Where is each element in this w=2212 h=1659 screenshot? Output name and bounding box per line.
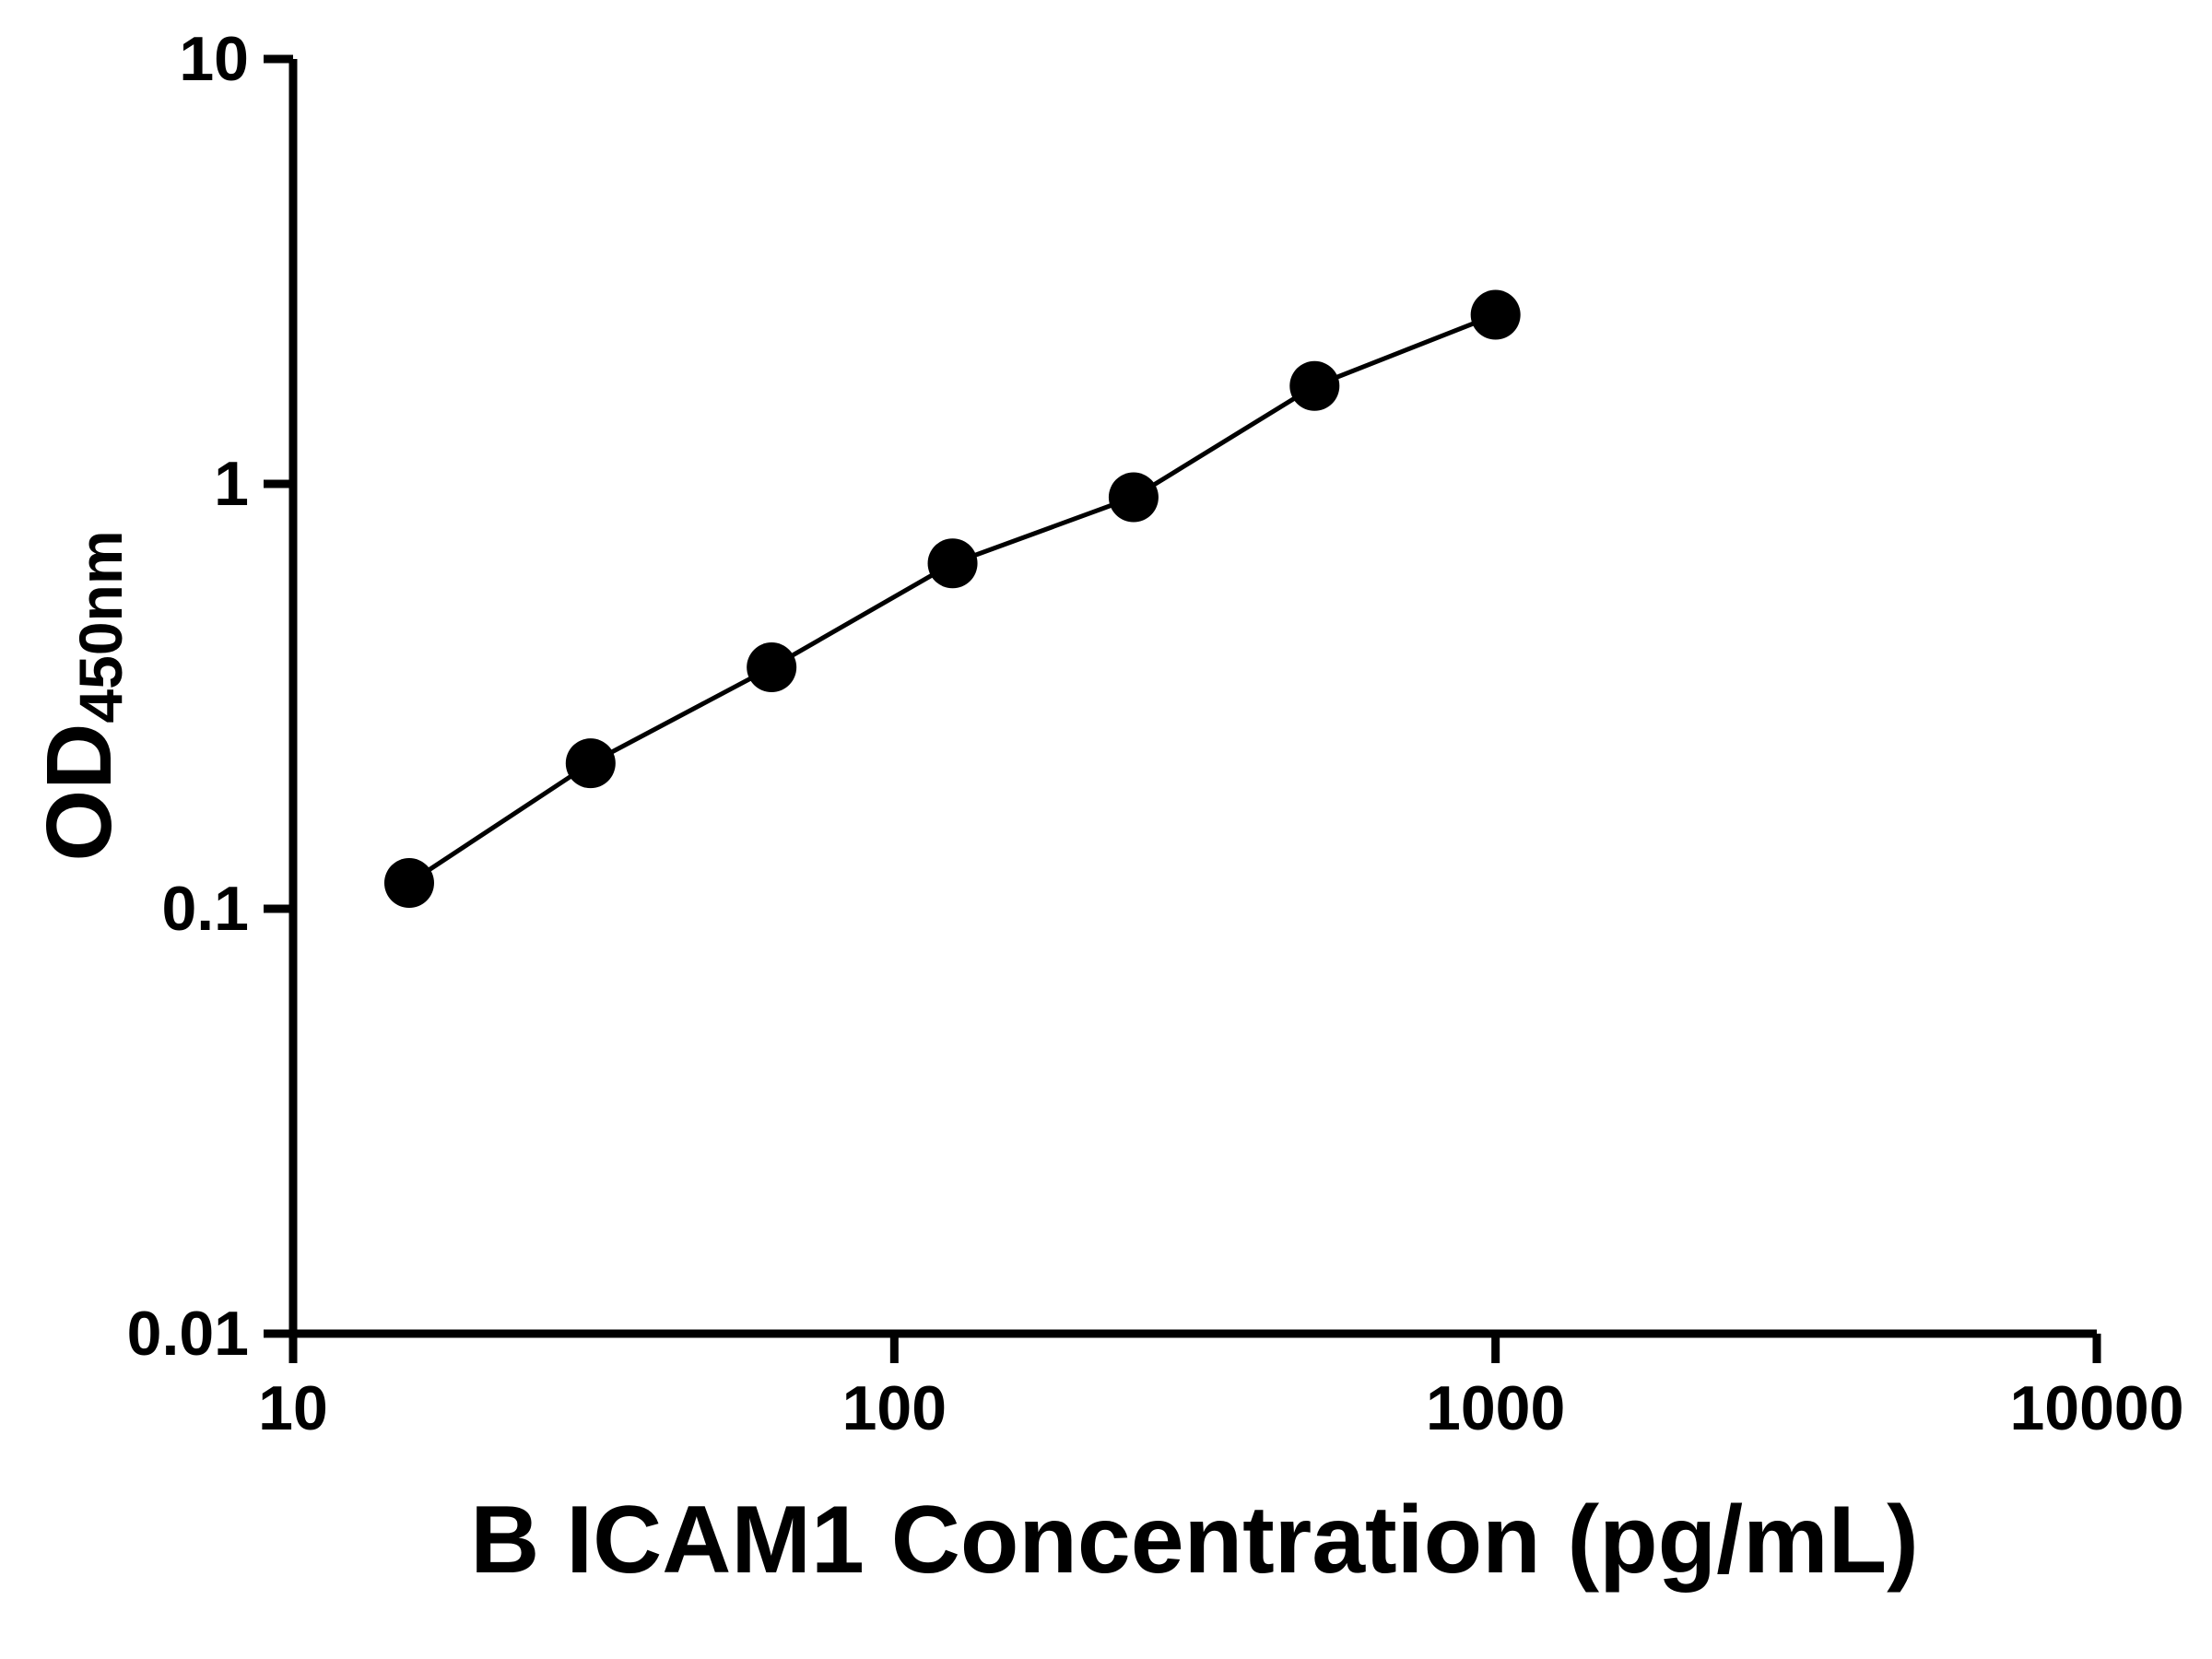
data-point-marker <box>747 642 797 693</box>
data-point-marker <box>1108 472 1159 523</box>
x-tick-label: 1000 <box>1426 1373 1565 1443</box>
y-axis-label-subscript: 450nm <box>66 530 135 724</box>
data-point-marker <box>1289 360 1340 411</box>
x-axis-label: B ICAM1 Concentration (pg/mL) <box>470 1487 1919 1594</box>
y-tick-label: 10 <box>179 24 249 94</box>
data-point-marker <box>565 738 616 789</box>
data-point-marker <box>927 538 978 589</box>
y-tick-label: 0.1 <box>161 874 249 944</box>
y-tick-label: 1 <box>214 449 249 519</box>
data-point-marker <box>383 858 434 909</box>
x-tick-label: 100 <box>842 1373 947 1443</box>
y-tick-label: 0.01 <box>127 1299 249 1369</box>
data-point-marker <box>1470 289 1521 340</box>
x-tick-label: 10000 <box>2009 1373 2183 1443</box>
x-tick-label: 10 <box>258 1373 328 1443</box>
y-axis-label-main: OD <box>28 723 131 862</box>
y-axis-label: OD450nm <box>27 530 135 861</box>
